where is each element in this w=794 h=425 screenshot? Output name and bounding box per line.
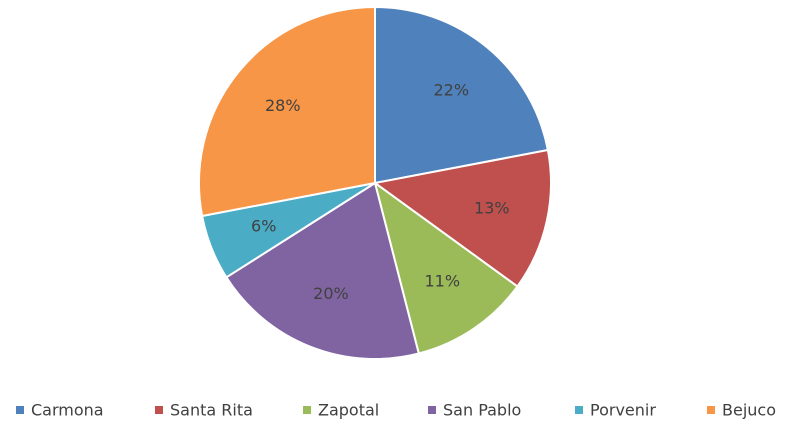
pie-slice xyxy=(372,148,552,288)
legend-swatch xyxy=(16,406,24,414)
data-label: 13% xyxy=(474,199,510,218)
data-label: 20% xyxy=(313,284,349,303)
legend-label: Zapotal xyxy=(318,401,379,420)
data-label: 11% xyxy=(424,271,460,290)
legend-swatch xyxy=(428,406,436,414)
data-label: 22% xyxy=(434,80,470,99)
legend-label: Bejuco xyxy=(722,401,776,420)
data-label: 28% xyxy=(265,96,301,115)
legend-label: Santa Rita xyxy=(170,401,253,420)
legend-label: Porvenir xyxy=(590,401,656,420)
data-label: 6% xyxy=(251,217,276,236)
pie-slice xyxy=(225,181,420,360)
pie-slice xyxy=(374,5,550,185)
legend-swatch xyxy=(575,406,583,414)
legend-swatch xyxy=(707,406,715,414)
pie-slice xyxy=(198,5,376,218)
legend-label: Carmona xyxy=(31,401,104,420)
legend-label: San Pablo xyxy=(443,401,521,420)
legend-swatch xyxy=(303,406,311,414)
legend-swatch xyxy=(155,406,163,414)
pie-slice xyxy=(373,180,519,355)
